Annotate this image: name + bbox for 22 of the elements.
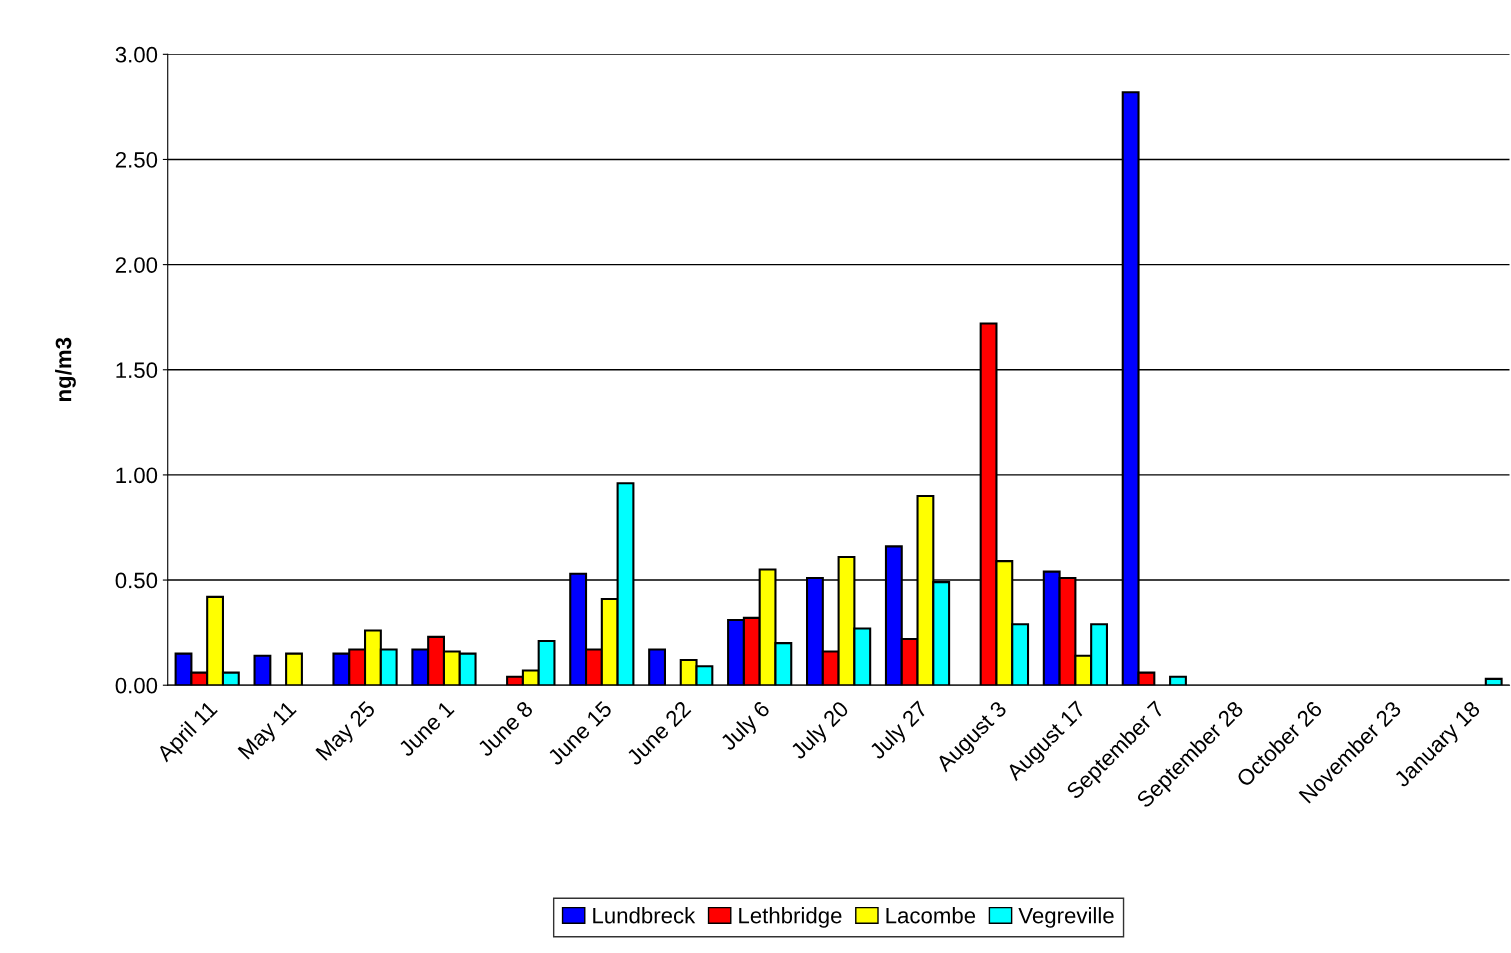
bar	[285, 652, 303, 686]
bar	[648, 648, 666, 686]
y-tick-label: 0.00	[115, 677, 158, 694]
y-tick-label: 1.50	[116, 362, 158, 379]
y-axis-title: ng/m3	[55, 337, 76, 402]
y-tick-label: 2.50	[115, 152, 158, 168]
y-tick-label: 2.00	[115, 257, 158, 273]
legend-label: Lundbreck	[593, 907, 696, 924]
legend-label: Lacombe	[886, 907, 976, 924]
x-tick-label: May 25	[315, 700, 380, 764]
bar	[253, 654, 272, 686]
bar	[1169, 675, 1187, 686]
x-tick-label: July 6	[718, 699, 774, 755]
x-tick-label: July 27	[867, 699, 932, 764]
y-tick-label: 0.50	[115, 572, 158, 589]
bar	[1484, 677, 1503, 686]
legend-label: Lethbridge	[739, 907, 842, 928]
y-tick-label: 1.00	[116, 467, 158, 484]
x-tick-label: July 20	[789, 699, 853, 764]
legend-label: Vegreville	[1018, 907, 1114, 928]
y-tick-label: 3.00	[115, 46, 158, 63]
x-tick-label: May 11	[237, 700, 300, 763]
